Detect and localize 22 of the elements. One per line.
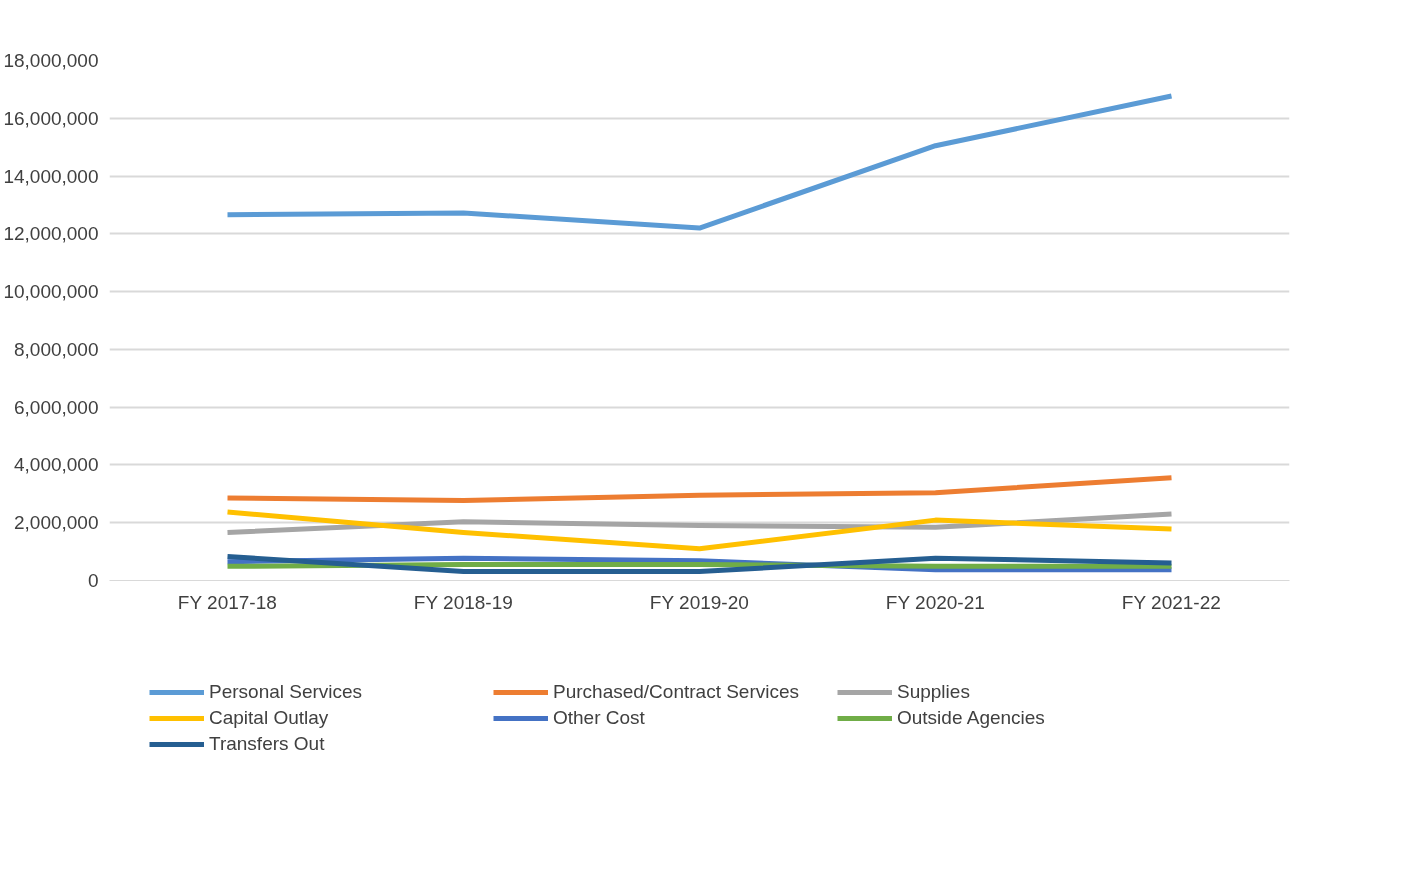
legend-label: Transfers Out — [209, 733, 326, 755]
x-tick-label: FY 2020-21 — [885, 591, 985, 613]
y-tick-label: 12,000,000 — [3, 223, 99, 245]
x-tick-label: FY 2018-19 — [413, 591, 513, 613]
y-tick-label: 8,000,000 — [13, 338, 99, 360]
y-tick-label: 6,000,000 — [13, 396, 99, 418]
y-tick-label: 0 — [87, 570, 99, 591]
x-tick-label: FY 2021-22 — [1121, 591, 1221, 613]
legend-label: Supplies — [897, 681, 971, 703]
legend-label: Purchased/Contract Services — [553, 681, 801, 703]
y-tick-label: 4,000,000 — [13, 454, 99, 476]
y-tick-label: 18,000,000 — [3, 50, 99, 71]
y-tick-label: 14,000,000 — [3, 165, 99, 187]
y-tick-label: 2,000,000 — [13, 512, 99, 534]
legend-label: Other Cost — [553, 707, 646, 729]
legend-label: Personal Services — [209, 681, 364, 703]
legend-label: Capital Outlay — [209, 707, 330, 729]
y-tick-label: 16,000,000 — [3, 107, 99, 129]
legend-label: Outside Agencies — [897, 707, 1046, 729]
y-tick-label: 10,000,000 — [3, 281, 99, 303]
x-tick-label: FY 2017-18 — [177, 591, 277, 613]
x-tick-label: FY 2019-20 — [649, 591, 749, 613]
